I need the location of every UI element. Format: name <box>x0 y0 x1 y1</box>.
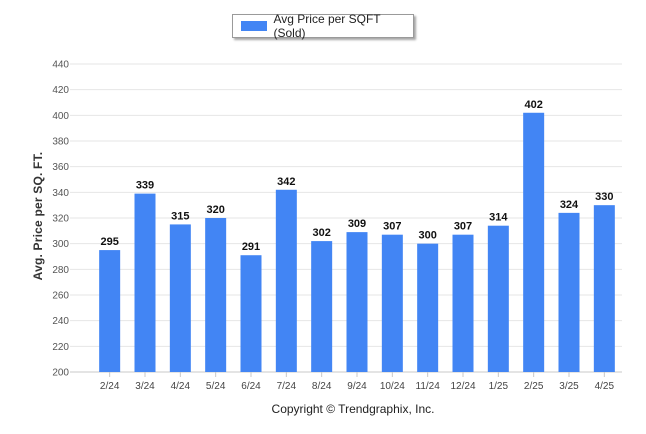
data-label: 307 <box>383 221 401 233</box>
y-tick-label: 420 <box>52 85 69 96</box>
x-tick-label: 3/25 <box>559 381 579 392</box>
x-tick-label: 1/25 <box>489 381 509 392</box>
y-tick-label: 380 <box>52 137 69 148</box>
data-label: 309 <box>348 218 366 230</box>
legend-label: Avg Price per SQFT (Sold) <box>273 12 381 40</box>
data-label: 315 <box>171 210 189 222</box>
data-label: 314 <box>489 212 508 224</box>
y-tick-label: 200 <box>52 368 69 379</box>
x-tick-label: 11/24 <box>416 381 441 392</box>
data-label: 307 <box>454 221 472 233</box>
data-label: 324 <box>560 199 579 211</box>
bar[interactable] <box>134 193 156 372</box>
x-tick-label: 8/24 <box>312 381 332 392</box>
data-label: 402 <box>524 99 542 111</box>
bar[interactable] <box>558 212 580 372</box>
data-label: 302 <box>312 227 330 239</box>
x-tick-label: 7/24 <box>277 381 297 392</box>
x-tick-label: 5/24 <box>206 381 226 392</box>
data-label: 320 <box>206 204 224 216</box>
copyright-footer: Copyright © Trendgraphix, Inc. <box>271 402 435 416</box>
y-tick-label: 220 <box>52 342 69 353</box>
x-tick-label: 3/24 <box>135 381 155 392</box>
data-label: 295 <box>100 236 118 248</box>
y-tick-label: 240 <box>52 316 69 327</box>
data-label: 342 <box>277 176 295 188</box>
y-tick-label: 360 <box>52 162 69 173</box>
bar[interactable] <box>205 218 227 372</box>
data-label: 330 <box>595 191 613 203</box>
legend[interactable]: Avg Price per SQFT (Sold) <box>232 12 414 40</box>
y-axis-label: Avg. Price per SQ. FT. <box>31 151 45 281</box>
x-tick-label: 6/24 <box>241 381 261 392</box>
bar[interactable] <box>523 112 545 373</box>
data-label: 300 <box>418 230 436 242</box>
bars <box>99 112 615 373</box>
bar[interactable] <box>452 234 474 372</box>
bar[interactable] <box>169 224 191 372</box>
bar[interactable] <box>99 250 121 372</box>
y-axis-ticks: 200 220 240 260 280 300 320 340 360 380 400 420 440 <box>52 60 69 379</box>
bar[interactable] <box>240 255 262 372</box>
y-tick-label: 400 <box>52 111 69 122</box>
bar[interactable] <box>346 232 368 372</box>
bar[interactable] <box>487 225 509 372</box>
bar[interactable] <box>417 243 439 372</box>
y-tick-label: 320 <box>52 214 69 225</box>
bar[interactable] <box>381 234 403 372</box>
y-tick-label: 260 <box>52 291 69 302</box>
x-tick-label: 4/25 <box>595 381 615 392</box>
y-tick-label: 300 <box>52 239 69 250</box>
y-tick-label: 340 <box>52 188 69 199</box>
x-tick-label: 9/24 <box>347 381 367 392</box>
data-labels: 295 339 315 320 291 342 302 309 307 300 307 314 402 3… <box>100 99 613 253</box>
bar[interactable] <box>593 205 615 372</box>
x-axis-ticks: 2/24 3/24 4/24 5/24 6/24 7/24 8/24 9/24 10/24 11/… <box>100 372 615 392</box>
x-tick-label: 2/25 <box>524 381 544 392</box>
y-tick-label: 440 <box>52 60 69 71</box>
x-tick-label: 4/24 <box>171 381 191 392</box>
y-tick-label: 280 <box>52 265 69 276</box>
bar[interactable] <box>275 189 297 372</box>
data-label: 291 <box>242 241 260 253</box>
data-label: 339 <box>136 180 154 192</box>
x-tick-label: 10/24 <box>380 381 405 392</box>
legend-swatch <box>241 21 268 31</box>
x-tick-label: 12/24 <box>450 381 475 392</box>
x-tick-label: 2/24 <box>100 381 120 392</box>
bar[interactable] <box>311 241 333 372</box>
